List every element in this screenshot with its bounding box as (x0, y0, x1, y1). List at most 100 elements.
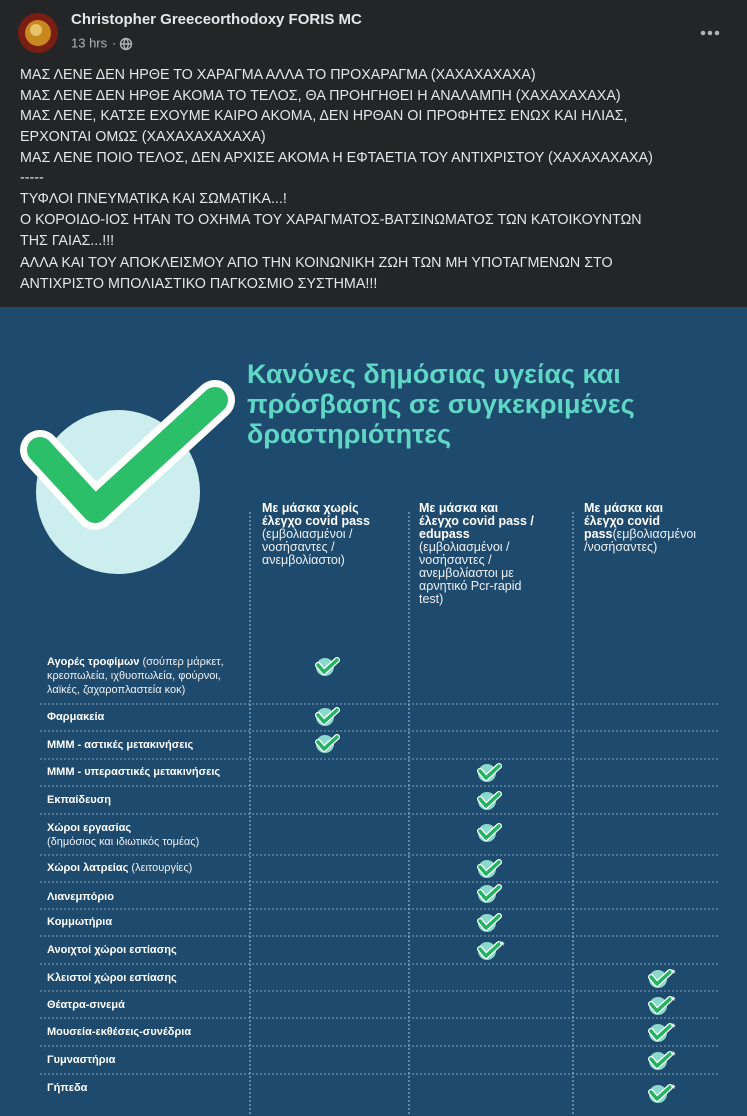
column-header-regular: νοσήσαντες / (419, 553, 492, 567)
check-icon (648, 1051, 673, 1070)
row-label-regular: (λειτουργίες) (128, 862, 192, 874)
row-label-bold: Γυμναστήρια (47, 1054, 116, 1066)
asterisk: * (671, 968, 676, 980)
column-header: test) (419, 592, 443, 606)
row-label-bold: Εκπαίδευση (47, 794, 111, 806)
column-header: pass(εμβολιασμένοι (584, 527, 696, 541)
check-stroke (478, 914, 501, 930)
post-text-line: ΜΑΣ ΛΕΝΕ ΔΕΝ ΗΡΘΕ ΤΟ ΧΑΡΑΓΜΑ ΑΛΛΑ ΤΟ ΠΡΟ… (20, 67, 536, 83)
audience-icon (119, 37, 133, 51)
infographic-title-line: Κανόνες δημόσιας υγείας και (247, 359, 621, 389)
author-name[interactable]: Christopher Greeceorthodoxy FORIS MC (71, 11, 362, 28)
row-label-regular: (δημόσιος και ιδιωτικός τομέας) (47, 836, 199, 848)
check-stroke (649, 970, 672, 986)
check-icon (648, 1084, 673, 1103)
check-icon (477, 791, 502, 810)
row-label: Αγορές τροφίμων (σούπερ μάρκετ, (47, 656, 224, 668)
check-stroke (478, 860, 501, 876)
column-header-regular: /νοσήσαντες) (584, 540, 657, 554)
column-header-regular: αρνητικό Pcr-rapid (419, 579, 522, 593)
post-text-line: Ο ΚΟΡΟΙΔΟ-ΙΟΣ ΗΤΑΝ ΤΟ ΟΧΗΜΑ ΤΟΥ ΧΑΡΑΓΜΑΤ… (20, 212, 642, 228)
avatar[interactable] (18, 13, 58, 53)
check-icon (477, 823, 502, 842)
row-label: κρεοπωλεία, ιχθυοπωλεία, φούρνοι, (47, 670, 221, 682)
row-label: Εκπαίδευση (47, 794, 111, 806)
check-stroke (649, 1024, 672, 1040)
row-label: λαϊκές, ζαχαροπλαστεία κοκ) (47, 684, 185, 696)
post-text-line: ----- (20, 170, 44, 186)
post-text-line: ΜΑΣ ΛΕΝΕ ΠΟΙΟ ΤΕΛΟΣ, ΔΕΝ ΑΡΧΙΣΕ ΑΚΟΜΑ Η … (20, 150, 653, 166)
big-check (20, 380, 235, 574)
check-stroke (316, 658, 339, 674)
row-label: Κλειστοί χώροι εστίασης (47, 972, 177, 984)
asterisk: * (671, 1022, 676, 1034)
column-header: edupass (419, 527, 470, 541)
column-header: /νοσήσαντες) (584, 540, 657, 554)
column-header-bold: έλεγχο covid (584, 514, 660, 528)
post-text-line: ΑΝΤΙΧΡΙΣΤΟ ΜΠΟΛΙΑΣΤΙΚΟ ΠΑΓΚΟΣΜΙΟ ΣΥΣΤΗΜΑ… (20, 276, 377, 292)
row-label: Μουσεία-εκθέσεις-συνέδρια (47, 1026, 191, 1038)
column-header: Με μάσκα και (419, 501, 499, 515)
check-stroke (649, 1052, 672, 1068)
column-header-regular: (εμβολιασμένοι / (419, 540, 510, 554)
check-icon (648, 1023, 673, 1042)
row-label-bold: Χώροι λατρείας (47, 862, 129, 874)
post-text-line: ΜΑΣ ΛΕΝΕ ΔΕΝ ΗΡΘΕ ΑΚΟΜΑ ΤΟ ΤΕΛΟΣ, ΘΑ ΠΡΟ… (20, 88, 621, 104)
post-text: ΜΑΣ ΛΕΝΕ ΔΕΝ ΗΡΘΕ ΤΟ ΧΑΡΑΓΜΑ ΑΛΛΑ ΤΟ ΠΡΟ… (20, 67, 653, 292)
post-text-line: ΜΑΣ ΛΕΝΕ, ΚΑΤΣΕ ΕΧΟΥΜΕ ΚΑΙΡΟ ΑΚΟΜΑ, ΔΕΝ … (20, 108, 627, 124)
infographic-title-line: δραστηριότητες (247, 419, 451, 449)
row-label: Φαρμακεία (47, 711, 104, 723)
check-stroke (649, 997, 672, 1013)
infographic-title-line: πρόσβασης σε συγκεκριμένες (247, 389, 635, 419)
check-icon (477, 859, 502, 878)
check-stroke (649, 1085, 672, 1101)
post-time[interactable]: 13 hrs (71, 35, 108, 50)
column-header-regular: test) (419, 592, 443, 606)
row-label-bold: Κομμωτήρια (47, 916, 112, 928)
check-icon (315, 657, 340, 676)
row-label: Θέατρα-σινεμά (47, 999, 125, 1011)
check-icon (477, 884, 502, 903)
row-label-bold: Θέατρα-σινεμά (47, 999, 125, 1011)
row-label-bold: Μουσεία-εκθέσεις-συνέδρια (47, 1026, 191, 1038)
check-stroke (316, 735, 339, 751)
column-header: Με μάσκα και (584, 501, 664, 515)
column-header-bold: έλεγχο covid pass / (419, 514, 534, 528)
column-header-bold: Με μάσκα και (584, 501, 664, 515)
column-header-regular: νοσήσαντες / (262, 540, 335, 554)
column-header-regular: (εμβολιασμένοι (613, 527, 697, 541)
row-label: Ανοιχτοί χώροι εστίασης (47, 944, 177, 956)
column-header-bold: edupass (419, 527, 470, 541)
post-text-line: ΤΗΣ ΓΑΙΑΣ...!!! (20, 233, 114, 249)
row-label: Χώροι λατρείας (λειτουργίες) (47, 862, 192, 874)
check-stroke (478, 792, 501, 808)
column-header: έλεγχο covid (584, 514, 660, 528)
separator-dot: · (112, 35, 116, 50)
row-label: Γυμναστήρια (47, 1054, 116, 1066)
column-header-regular: ανεμβολίαστοι) (262, 553, 345, 567)
column-header-bold: έλεγχο covid pass (262, 514, 370, 528)
post-text-line: ΑΛΛΑ ΚΑΙ ΤΟΥ ΑΠΟΚΛΕΙΣΜΟΥ ΑΠΟ ΤΗΝ ΚΟΙΝΩΝΙ… (20, 255, 613, 271)
asterisk: * (500, 940, 505, 952)
more-options[interactable] (700, 30, 720, 36)
check-icon (648, 969, 673, 988)
row-label-bold: ΜΜΜ - αστικές μετακινήσεις (47, 739, 194, 751)
column-header: ανεμβολίαστοι) (262, 553, 345, 567)
row-label-bold: ΜΜΜ - υπεραστικές μετακινήσεις (47, 766, 220, 778)
column-header: έλεγχο covid pass (262, 514, 370, 528)
column-header: (εμβολιασμένοι / (262, 527, 353, 541)
check-icon (648, 996, 673, 1015)
post-text-line: ΕΡΧΟΝΤΑΙ ΟΜΩΣ (ΧΑΧΑΧΑΧΑΧΑΧΑ) (20, 129, 266, 145)
row-label-bold: Λιανεμπόριο (47, 891, 114, 903)
column-header: νοσήσαντες / (419, 553, 492, 567)
row-label: ΜΜΜ - αστικές μετακινήσεις (47, 739, 194, 751)
column-header-regular: (εμβολιασμένοι / (262, 527, 353, 541)
column-header-regular: ανεμβολίαστοι με (419, 566, 514, 580)
check-icon (477, 913, 502, 932)
column-header-bold: Με μάσκα χωρίς (262, 501, 359, 515)
column-header-bold: Με μάσκα και (419, 501, 499, 515)
row-label-bold: Φαρμακεία (47, 711, 104, 723)
check-stroke (316, 708, 339, 724)
